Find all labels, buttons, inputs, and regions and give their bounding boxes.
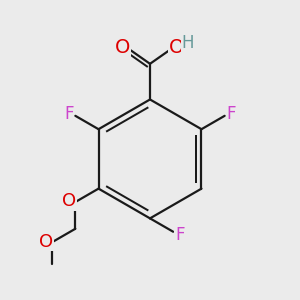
Text: F: F [64, 105, 74, 123]
Text: O: O [39, 232, 53, 250]
Text: O: O [62, 192, 76, 210]
Text: O: O [169, 38, 184, 57]
Text: O: O [115, 38, 130, 57]
Text: F: F [175, 226, 184, 244]
Text: F: F [226, 105, 236, 123]
Text: H: H [182, 34, 194, 52]
